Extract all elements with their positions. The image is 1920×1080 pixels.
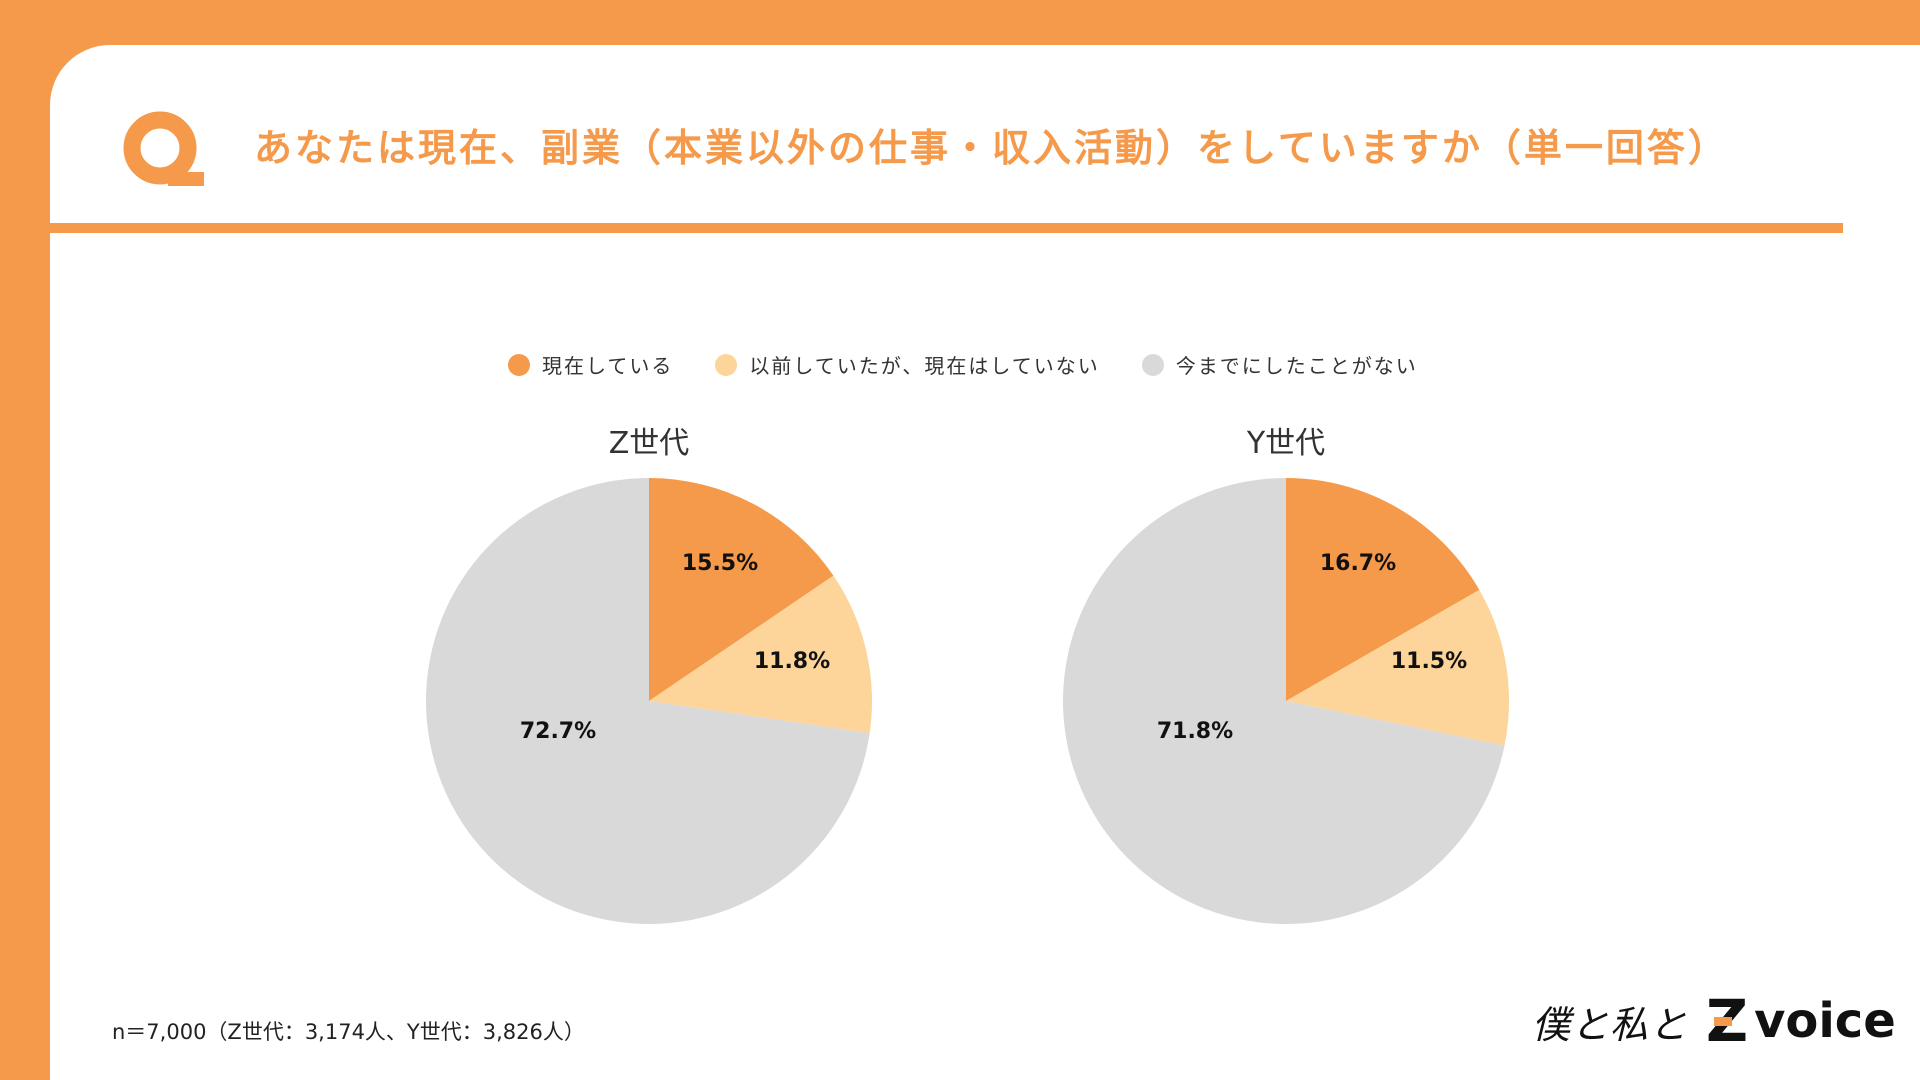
legend-swatch-doing-now [508,353,530,376]
legend-label-doing-now: 現在している [542,354,674,378]
brand-z-mark: Z [1706,992,1748,1050]
legend-label-never: 今までにしたことがない [1175,354,1418,378]
legend-item-never: 今までにしたことがない [1141,350,1418,379]
sample-size-note: n＝7,000（Z世代：3,174人、Y世代：3,826人） [112,1020,585,1044]
content-card [50,45,1920,1080]
legend-swatch-did-before [715,353,738,376]
brand-script-logo: 僕と私と [1532,1002,1689,1047]
pie-data-label-did-before: 11.8% [754,649,830,674]
legend-swatch-never [1141,353,1164,376]
pie-data-label-doing-now: 15.5% [682,551,758,576]
pie-data-label-did-before: 11.5% [1391,649,1467,674]
pie-data-label-never: 72.7% [520,719,596,744]
brand-logo: 僕と私と Z voice [1532,992,1896,1050]
pie-chart-y-generation: Y世代 16.7% 11.5% 71.8% [1063,426,1510,924]
pie-chart-z-generation: Z世代 15.5% 11.8% 72.7% [426,426,872,925]
title-divider [50,223,1843,233]
pie-slice-never [426,478,870,925]
pie-slice-did-before [649,575,872,734]
legend-label-did-before: 以前していたが、現在はしていない [749,354,1100,378]
pie-data-label-never: 71.8% [1157,719,1233,744]
question-title: あなたは現在、副業（本業以外の仕事・収入活動）をしていますか（単一回答） [254,126,1729,170]
pie-slice-doing-now [1286,478,1480,701]
pie-title-z-generation: Z世代 [609,426,690,461]
legend-item-doing-now: 現在している [508,350,673,379]
legend-item-did-before: 以前していたが、現在はしていない [715,350,1099,379]
pie-slice-did-before [1286,589,1510,746]
legend: 現在している 以前していたが、現在はしていない 今までにしたことがない [508,350,1418,379]
q-icon [123,111,204,186]
pie-data-label-doing-now: 16.7% [1320,551,1396,576]
brand-z-accent [1714,1017,1733,1026]
pie-slice-doing-now [649,478,834,701]
pie-title-y-generation: Y世代 [1246,426,1325,461]
pie-slice-never [1063,478,1505,924]
brand-voice-text: voice [1754,993,1896,1049]
